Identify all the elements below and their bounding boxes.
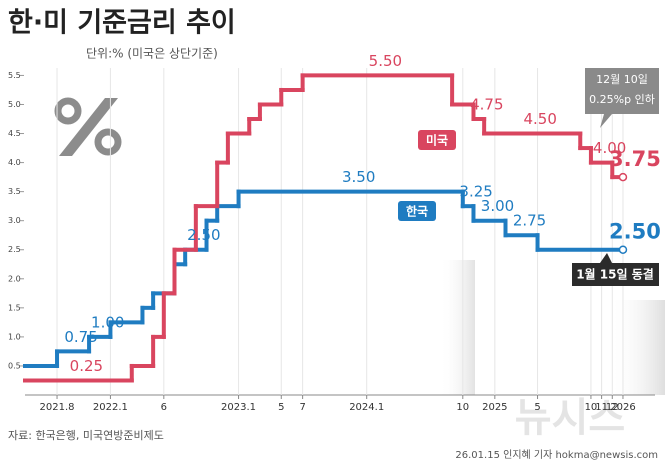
series-layer <box>23 73 628 383</box>
value-label: 4.75 <box>470 96 503 114</box>
x-tick-label: 7 <box>299 402 305 413</box>
value-label: 3.50 <box>342 168 375 186</box>
x-tick-label: 2021.8 <box>40 402 75 413</box>
annotation: 12월 10일 <box>596 72 648 86</box>
x-tick-label: 10 <box>585 402 598 413</box>
value-label: 2.75 <box>513 212 546 230</box>
value-label: 1.00 <box>91 313 124 331</box>
legend-label: 한국 <box>406 204 428 219</box>
percent-icon <box>54 97 122 156</box>
legend-box <box>398 201 436 221</box>
value-label: 4.00 <box>593 139 626 157</box>
y-tick-label: 4.0 <box>8 158 21 167</box>
shade <box>440 260 475 395</box>
y-tick-label: 2.5 <box>8 245 21 254</box>
value-label: 5.50 <box>369 52 402 70</box>
x-tick-label: 2023.1 <box>221 402 256 413</box>
value-label: 3.00 <box>481 197 514 215</box>
watermark: 뉴시스 <box>515 395 625 441</box>
x-tick-label: 5 <box>278 402 284 413</box>
series <box>23 73 628 383</box>
x-tick-label: 2022.1 <box>93 402 128 413</box>
y-tick-label: 2.0 <box>8 274 21 283</box>
value-label: 0.25 <box>70 357 103 375</box>
shade <box>610 300 665 395</box>
x-tick-label: 10 <box>456 402 469 413</box>
value-label: 0.75 <box>64 328 97 346</box>
x-tick-label: 5 <box>534 402 540 413</box>
x-tick-label: 2025 <box>482 402 507 413</box>
y-tick-label: 3.0 <box>8 216 21 225</box>
value-label: 3.25 <box>459 183 492 201</box>
value-label: 2.50 <box>187 226 220 244</box>
value-label: 2.50 <box>609 220 661 244</box>
y-tick-label: 1.0 <box>8 332 21 341</box>
legend-box <box>418 130 456 150</box>
end-marker <box>618 245 628 254</box>
x-tick-label: 2026 <box>610 402 635 413</box>
x-tick-label: 12 <box>606 402 619 413</box>
annotation: 0.25%p 인하 <box>589 92 655 106</box>
value-label: 3.75 <box>609 147 661 171</box>
y-tick-label: 4.5 <box>8 129 21 138</box>
x-tick-label: 6 <box>161 402 167 413</box>
annotation: 1월 15일 동결 <box>576 267 654 282</box>
grid <box>20 68 655 399</box>
callout-box <box>585 68 659 128</box>
y-tick-label: 5.0 <box>8 100 21 109</box>
source: 자료: 한국은행, 미국연방준비제도 <box>8 429 164 442</box>
y-tick-label: 0.5 <box>8 361 21 370</box>
y-tick-label: 3.5 <box>8 187 21 196</box>
title: 한·미 기준금리 추이 <box>8 8 236 39</box>
callout-box <box>572 253 659 286</box>
legend-label: 미국 <box>426 133 448 148</box>
credit: 26.01.15 인지혜 기자 hokma@newsis.com <box>455 449 658 461</box>
y-tick-label: 1.5 <box>8 303 21 312</box>
x-tick-label: 11 <box>595 402 608 413</box>
subtitle: 단위:% (미국은 상단기준) <box>86 47 218 61</box>
x-tick-label: 2024.1 <box>349 402 384 413</box>
end-marker <box>618 172 628 182</box>
y-tick-label: 5.5 <box>8 71 21 80</box>
value-label: 4.50 <box>524 110 557 128</box>
